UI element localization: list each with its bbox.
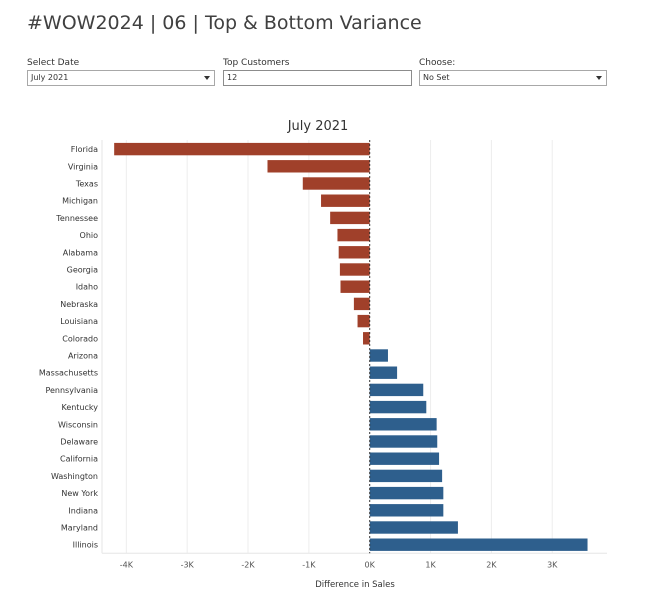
category-label: Massachusetts xyxy=(39,369,98,378)
chart-bars xyxy=(114,142,588,551)
category-label: Maryland xyxy=(61,524,98,533)
bar-arizona[interactable] xyxy=(369,349,388,362)
x-tick-label: 2K xyxy=(486,560,497,569)
bar-washington[interactable] xyxy=(369,469,443,483)
category-label: Arizona xyxy=(68,352,98,361)
bar-wisconsin[interactable] xyxy=(369,418,437,431)
bar-california[interactable] xyxy=(369,452,440,465)
category-label: Virginia xyxy=(68,162,98,171)
bar-colorado[interactable] xyxy=(363,332,370,345)
category-label: Alabama xyxy=(63,248,98,257)
bar-michigan[interactable] xyxy=(321,194,370,207)
category-label: Tennessee xyxy=(55,214,98,223)
category-label: Washington xyxy=(51,472,98,481)
category-label: Indiana xyxy=(68,506,98,515)
chart-gridlines xyxy=(101,140,607,554)
chevron-down-icon xyxy=(204,76,210,80)
x-axis-label: Difference in Sales xyxy=(315,580,395,590)
category-label: Pennsylvania xyxy=(45,386,98,395)
select-date-label: Select Date xyxy=(27,58,80,68)
x-tick-label: 3K xyxy=(547,560,558,569)
top-customers-value: 12 xyxy=(227,73,238,82)
bar-idaho[interactable] xyxy=(340,280,370,293)
bar-illinois[interactable] xyxy=(369,538,588,551)
category-label: Michigan xyxy=(62,197,98,206)
category-label: New York xyxy=(61,489,98,498)
choose-label: Choose: xyxy=(419,58,456,68)
category-label: Ohio xyxy=(80,231,99,240)
x-tick-label: -4K xyxy=(120,560,134,569)
bar-alabama[interactable] xyxy=(338,246,370,259)
category-label: California xyxy=(60,455,98,464)
page-title: #WOW2024 | 06 | Top & Bottom Variance xyxy=(27,12,422,34)
chart-category-labels: Florida Virginia Texas Michigan Tennessee Ohi… xyxy=(39,145,98,550)
category-label: Colorado xyxy=(62,334,98,343)
category-label: Georgia xyxy=(67,266,98,275)
bar-texas[interactable] xyxy=(302,177,370,190)
bar-kentucky[interactable] xyxy=(369,400,427,414)
bar-louisiana[interactable] xyxy=(357,314,370,328)
x-tick-label: 0K xyxy=(365,560,376,569)
chart-title: July 2021 xyxy=(287,119,349,134)
category-label: Wisconsin xyxy=(58,420,98,429)
bar-florida[interactable] xyxy=(114,142,370,156)
bar-massachusetts[interactable] xyxy=(369,366,398,379)
top-customers-input[interactable]: 12 xyxy=(223,70,412,86)
bar-nebraska[interactable] xyxy=(353,297,370,311)
bar-new-york[interactable] xyxy=(369,486,444,500)
select-date-filter: Select Date July 2021 xyxy=(27,58,215,86)
bar-maryland[interactable] xyxy=(369,521,458,534)
category-label: Louisiana xyxy=(60,317,98,326)
choose-filter: Choose: No Set xyxy=(419,58,607,86)
bar-pennsylvania[interactable] xyxy=(369,383,424,397)
chevron-down-icon xyxy=(596,76,602,80)
x-tick-label: -3K xyxy=(181,560,195,569)
bar-tennessee[interactable] xyxy=(330,211,370,225)
chart-x-ticks: -4K -3K -2K -1K 0K 1K 2K 3K xyxy=(120,560,558,569)
category-label: Florida xyxy=(71,145,98,154)
bar-indiana[interactable] xyxy=(369,504,444,517)
choose-value: No Set xyxy=(423,73,450,82)
x-tick-label: -2K xyxy=(241,560,255,569)
category-label: Idaho xyxy=(76,283,98,292)
category-label: Texas xyxy=(75,180,98,189)
bar-delaware[interactable] xyxy=(369,435,438,448)
top-customers-filter: Top Customers 12 xyxy=(223,58,412,86)
choose-dropdown[interactable]: No Set xyxy=(419,70,607,86)
category-label: Kentucky xyxy=(61,403,98,412)
x-tick-label: -1K xyxy=(302,560,316,569)
category-label: Illinois xyxy=(73,541,98,550)
category-label: Delaware xyxy=(60,438,98,447)
top-customers-label: Top Customers xyxy=(223,58,290,68)
bar-ohio[interactable] xyxy=(337,228,370,242)
select-date-value: July 2021 xyxy=(31,73,69,82)
bar-virginia[interactable] xyxy=(267,160,370,173)
category-label: Nebraska xyxy=(60,300,98,309)
bar-georgia[interactable] xyxy=(339,263,370,276)
select-date-dropdown[interactable]: July 2021 xyxy=(27,70,215,86)
x-tick-label: 1K xyxy=(425,560,436,569)
